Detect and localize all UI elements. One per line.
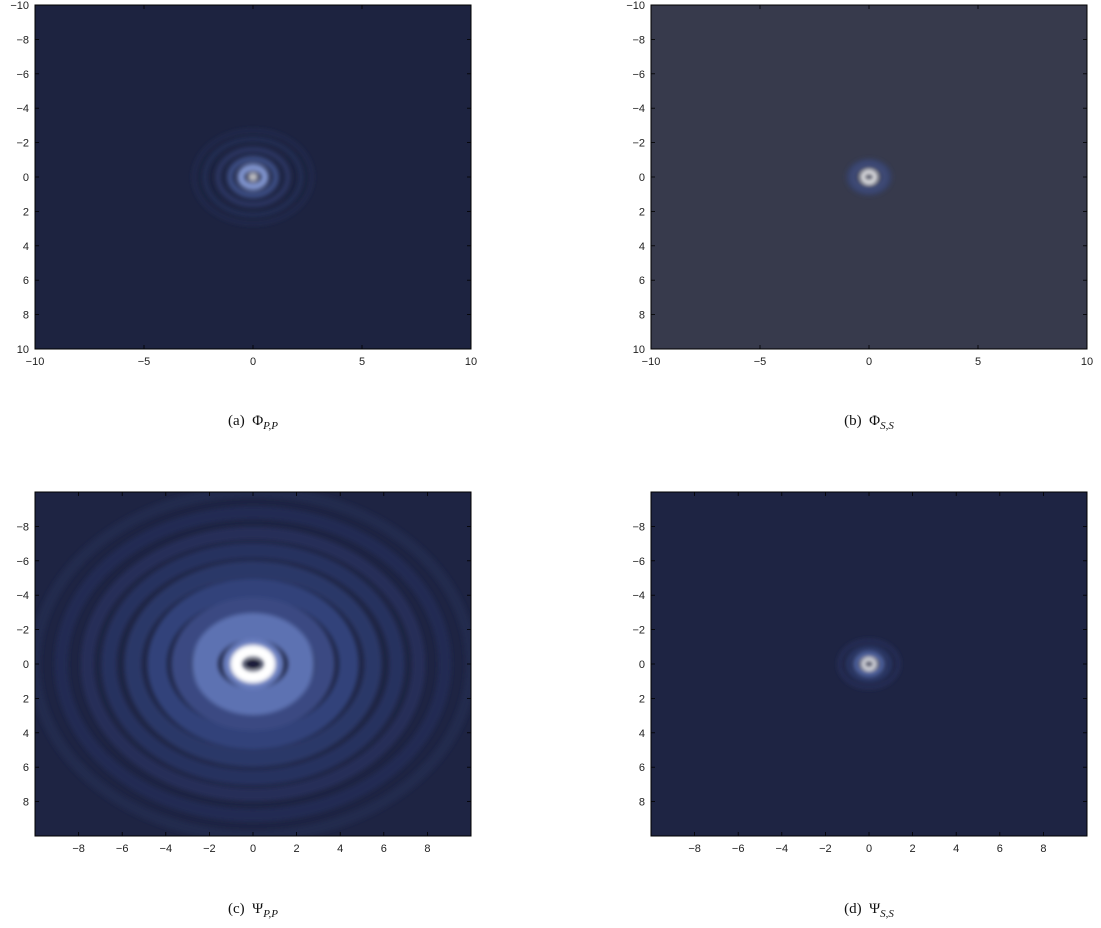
x-tick-label: 6 — [997, 843, 1003, 855]
x-tick-label: 4 — [953, 843, 959, 855]
y-tick-label: −6 — [632, 556, 645, 568]
y-tick-label: −8 — [632, 521, 645, 533]
y-tick-label: −2 — [632, 625, 645, 637]
caption-d-subscript: S,S — [880, 908, 894, 920]
x-tick-label: 2 — [910, 843, 916, 855]
caption-d: (d) ΨS,S — [816, 901, 922, 920]
y-tick-label: 8 — [639, 797, 645, 809]
x-tick-label: −8 — [688, 843, 701, 855]
x-tick-label: −2 — [819, 843, 832, 855]
caption-d-symbol: Ψ — [869, 901, 880, 917]
x-tick-label: 8 — [1040, 843, 1046, 855]
y-tick-label: 6 — [639, 762, 645, 774]
x-tick-label: −4 — [776, 843, 789, 855]
y-tick-label: 0 — [639, 659, 645, 671]
y-tick-label: −4 — [632, 590, 645, 602]
heatmap-rings — [840, 641, 899, 687]
x-tick-label: −6 — [732, 843, 745, 855]
x-tick-label: 0 — [866, 843, 872, 855]
y-tick-label: 2 — [639, 693, 645, 705]
caption-d-tag: (d) — [844, 901, 862, 917]
y-tick-label: 4 — [639, 728, 645, 740]
heatmap-core — [867, 662, 871, 665]
